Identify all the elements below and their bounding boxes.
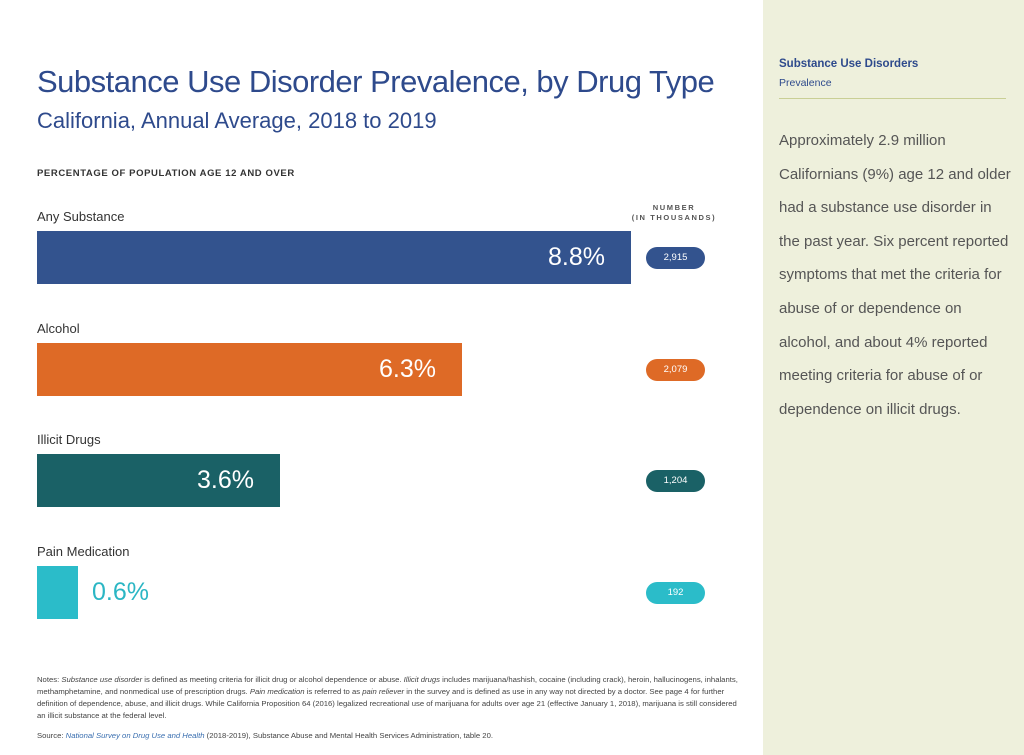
source-link[interactable]: National Survey on Drug Use and Health: [65, 731, 205, 740]
bar-pain-medication: [37, 566, 78, 620]
notes-term-3: Pain medication: [249, 687, 305, 696]
notes-term-1: Substance use disorder: [61, 675, 143, 684]
category-label-illicit-drugs: Illicit Drugs: [37, 432, 101, 448]
notes-text-4: is referred to as: [304, 687, 363, 696]
sidebar-panel: [763, 0, 1024, 755]
number-header-line1: NUMBER: [652, 203, 696, 212]
chart-title: Substance Use Disorder Prevalence, by Dr…: [37, 64, 715, 99]
notes-text-5: in the survey and is defined as use in a…: [37, 687, 737, 720]
sidebar-section-title: Substance Use Disorders: [779, 58, 919, 70]
number-column-header: NUMBER (IN THOUSANDS): [622, 203, 726, 223]
chart-subtitle: California, Annual Average, 2018 to 2019: [37, 108, 437, 133]
bar-any-substance: [37, 231, 631, 284]
notes-text-3: includes marijuana/hashish, cocaine (inc…: [37, 675, 738, 696]
sidebar-subsection-title: Prevalence: [779, 77, 832, 89]
bar-value-label-pain-medication: 0.6%: [92, 578, 149, 607]
chart-notes: Notes: Substance use disorder is defined…: [37, 674, 742, 722]
count-badge-pain-medication: 192: [646, 582, 705, 605]
sidebar-divider: [779, 98, 1006, 99]
count-badge-alcohol: 2,079: [646, 358, 705, 381]
axis-label: PERCENTAGE OF POPULATION AGE 12 AND OVER: [37, 168, 295, 179]
source-suffix: (2018-2019), Substance Abuse and Mental …: [204, 731, 493, 740]
count-badge-any-substance: 2,915: [646, 247, 705, 269]
bar-value-label-illicit-drugs: 3.6%: [197, 466, 254, 495]
bar-value-label-alcohol: 6.3%: [379, 354, 436, 383]
notes-text-1: Notes:: [37, 675, 62, 684]
category-label-any-substance: Any Substance: [37, 209, 125, 224]
notes-text-2: is defined as meeting criteria for illic…: [142, 675, 404, 684]
notes-term-4: pain reliever: [362, 687, 405, 696]
sidebar-body-text: Approximately 2.9 million Californians (…: [779, 132, 1011, 418]
category-label-alcohol: Alcohol: [37, 320, 80, 336]
category-label-pain-medication: Pain Medication: [37, 544, 130, 560]
source-prefix: Source:: [37, 731, 66, 740]
count-badge-illicit-drugs: 1,204: [646, 470, 705, 493]
number-header-line2: (IN THOUSANDS): [631, 213, 717, 222]
main-panel: Substance Use Disorder Prevalence, by Dr…: [37, 64, 742, 740]
bar-alcohol: [37, 342, 462, 396]
chart-source: Source: National Survey on Drug Use and …: [37, 731, 742, 740]
bar-value-label-any-substance: 8.8%: [548, 243, 605, 271]
notes-term-2: Illicit drugs: [403, 675, 440, 684]
bar-illicit-drugs: [37, 454, 280, 508]
